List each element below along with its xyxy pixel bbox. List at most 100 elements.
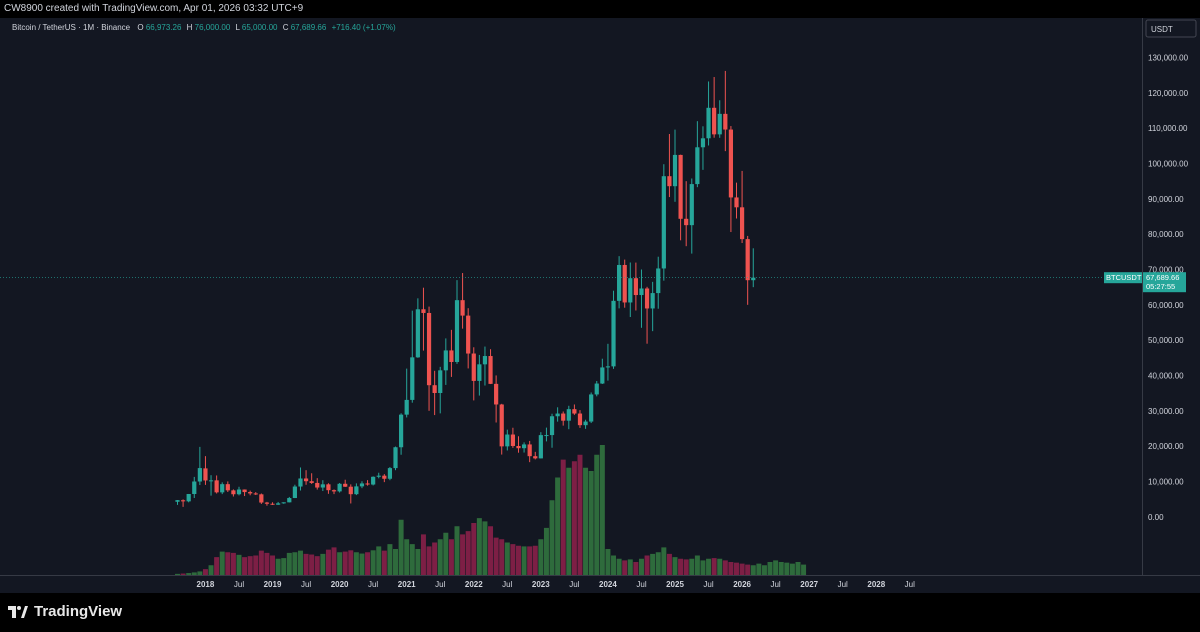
candle	[354, 483, 359, 496]
volume-bar	[482, 521, 488, 576]
price-tag-symbol-box	[1104, 272, 1142, 284]
candle	[348, 484, 353, 504]
volume-bar	[566, 467, 572, 575]
candle-body	[175, 500, 180, 502]
volume-bar	[230, 552, 236, 575]
volume-bar	[588, 471, 594, 575]
volume-bar	[404, 539, 410, 575]
time-tick-label: Jul	[234, 580, 244, 589]
candle-body	[343, 483, 348, 487]
candle-body	[337, 483, 342, 492]
volume-bar	[443, 532, 449, 575]
candle	[192, 476, 197, 499]
currency-selector-box[interactable]	[1145, 19, 1197, 38]
volume-bar	[543, 527, 549, 576]
candle-body	[577, 413, 583, 426]
volume-bar	[370, 550, 376, 575]
legend-high-label: H	[187, 23, 193, 32]
volume-bar	[689, 558, 695, 575]
candle-body	[399, 414, 404, 448]
candle	[739, 170, 745, 243]
legend-symbol: Bitcoin / TetherUS · 1M · Binance	[12, 23, 131, 32]
price-tick-label: 0.00	[1148, 513, 1164, 522]
volume-bar	[376, 546, 382, 575]
candle	[343, 479, 348, 487]
candle-body	[220, 484, 225, 493]
candle	[180, 499, 186, 507]
last-price-tag: BTCUSDT 67,689.66 05:27:55	[1104, 272, 1186, 293]
volume-bar	[789, 563, 795, 576]
volume-bar	[594, 454, 600, 575]
candle-body	[678, 154, 683, 219]
candle	[460, 273, 465, 329]
volume-bar	[516, 545, 521, 575]
currency-selector[interactable]: USDT	[1145, 19, 1197, 38]
candle	[242, 489, 247, 497]
candle	[281, 502, 286, 504]
candle-body	[572, 409, 577, 414]
volume-bar	[750, 565, 756, 575]
legend-change: +716.40 (+1.07%)	[332, 23, 396, 32]
candle	[628, 262, 633, 318]
candle	[253, 492, 258, 496]
price-tick-label: 80,000.00	[1148, 230, 1184, 239]
chart-area[interactable]: 130,000.00 120,000.00 110,000.00 100,000.00…	[0, 18, 1200, 593]
candle-body	[639, 288, 644, 296]
volume-bar	[365, 552, 371, 575]
candle-body	[689, 184, 694, 226]
candle-body	[589, 394, 594, 422]
volume-bar	[426, 546, 432, 575]
candle	[633, 262, 638, 311]
candle-body	[499, 404, 504, 447]
candle	[622, 259, 627, 308]
price-axis-labels: 130,000.00 120,000.00 110,000.00 100,000.00…	[1148, 54, 1189, 522]
candle	[527, 440, 532, 463]
candle	[326, 483, 331, 494]
candle	[197, 446, 202, 486]
volume-bar	[499, 539, 505, 575]
candle-body	[482, 356, 488, 365]
volume-bar	[476, 518, 482, 576]
volume-bar	[337, 552, 343, 575]
volume-bar	[694, 555, 700, 575]
candle-body	[600, 367, 605, 384]
volume-bar	[784, 562, 790, 575]
volume-bar	[745, 564, 751, 575]
time-axis-background	[0, 575, 1200, 593]
tradingview-logo[interactable]: TradingView	[8, 603, 122, 620]
time-tick-label: Jul	[569, 580, 579, 589]
volume-bar	[202, 569, 208, 575]
candle-body	[438, 370, 443, 393]
time-tick-label: 2022	[465, 580, 483, 589]
candle	[225, 481, 230, 492]
candle	[292, 484, 297, 499]
volume-bar	[342, 551, 348, 575]
volume-bar	[275, 558, 281, 575]
price-tick-label: 70,000.00	[1148, 266, 1184, 275]
candle-body	[617, 264, 622, 301]
candle	[259, 493, 264, 504]
volume-bar	[175, 573, 180, 575]
candle-body	[298, 478, 303, 487]
volume-bar	[761, 565, 767, 575]
candle	[276, 501, 281, 505]
candle	[404, 368, 409, 418]
candle-body	[348, 486, 353, 495]
candle-body	[622, 264, 627, 303]
candle-body	[326, 484, 331, 491]
candle-body	[566, 409, 571, 421]
candle	[482, 346, 488, 386]
candle-body	[628, 278, 633, 303]
volume-bar	[616, 558, 622, 575]
volume-bar	[303, 553, 309, 576]
candle	[533, 451, 538, 460]
volume-bar	[599, 445, 605, 575]
candle	[600, 358, 605, 384]
candle	[521, 442, 527, 453]
candle-body	[728, 129, 734, 198]
candle	[561, 411, 566, 426]
volume-bar	[270, 555, 276, 575]
candle-body	[270, 503, 275, 505]
candle-body	[393, 447, 398, 469]
candlesticks	[175, 70, 756, 507]
